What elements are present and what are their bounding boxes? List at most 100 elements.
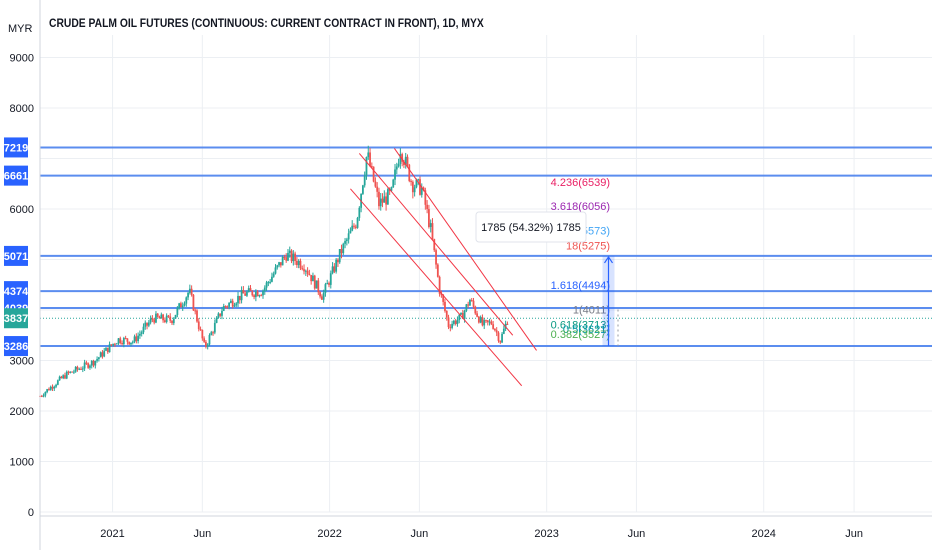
y-tick-label: 0 bbox=[28, 507, 34, 519]
candle-body bbox=[237, 295, 239, 304]
candle-body bbox=[203, 338, 206, 342]
candle-body bbox=[376, 186, 379, 192]
candle-body bbox=[44, 392, 47, 396]
candle-body bbox=[435, 250, 437, 265]
candle-body bbox=[306, 270, 309, 274]
candle-body bbox=[428, 209, 430, 227]
level-badge-bg bbox=[4, 165, 28, 186]
candle-body bbox=[313, 275, 316, 289]
candle-body bbox=[131, 341, 134, 343]
candle-body bbox=[142, 326, 145, 333]
candle-body bbox=[65, 371, 68, 379]
x-tick-label: 2023 bbox=[534, 528, 558, 540]
candle-body bbox=[406, 156, 409, 165]
candle-body bbox=[467, 304, 470, 306]
candle-body bbox=[146, 322, 148, 326]
y-tick-label: 9000 bbox=[10, 53, 34, 65]
candle-body bbox=[192, 294, 195, 311]
candle-body bbox=[469, 300, 471, 306]
candle-body bbox=[403, 161, 405, 166]
fib-level-label: 4.236(6539) bbox=[551, 177, 610, 189]
candle-body bbox=[447, 317, 450, 328]
horizontal-levels[interactable] bbox=[40, 146, 932, 348]
candle-body bbox=[408, 164, 411, 182]
last-price-badge: 3837 bbox=[4, 313, 28, 325]
candle-body bbox=[356, 217, 359, 228]
fib-level-label: 18(5275) bbox=[566, 241, 610, 253]
candle-body bbox=[312, 275, 314, 282]
candle-body bbox=[474, 306, 477, 314]
candle-body bbox=[288, 250, 291, 253]
candle-body bbox=[456, 320, 459, 324]
candle-body bbox=[337, 259, 339, 263]
candle-body bbox=[247, 288, 250, 292]
candle-body bbox=[278, 262, 280, 266]
candle-body bbox=[58, 376, 61, 381]
candle-body bbox=[390, 187, 393, 191]
y-tick-label: 3000 bbox=[10, 356, 34, 368]
candle-body bbox=[221, 310, 223, 316]
candle-body bbox=[215, 317, 218, 323]
candle-body bbox=[369, 152, 371, 167]
price-range-measure[interactable]: 1785 (54.32%) 1785 bbox=[475, 211, 615, 347]
candle-body bbox=[194, 310, 197, 312]
candle-body bbox=[212, 332, 214, 334]
candle-body bbox=[454, 320, 457, 324]
y-tick-label: 8000 bbox=[10, 103, 34, 115]
candle-body bbox=[256, 291, 259, 297]
candle-body bbox=[205, 341, 207, 347]
candle-body bbox=[328, 283, 330, 285]
candle-body bbox=[379, 198, 382, 207]
candle-body bbox=[90, 360, 93, 366]
candle-body bbox=[481, 317, 484, 326]
candle-body bbox=[269, 281, 272, 283]
candle-body bbox=[162, 314, 164, 321]
level-badge-bg bbox=[4, 137, 28, 158]
candle-body bbox=[395, 166, 398, 170]
candle-body bbox=[112, 343, 115, 346]
candle-body bbox=[411, 181, 414, 193]
descending-channel[interactable] bbox=[350, 148, 537, 387]
candle-body bbox=[495, 330, 498, 333]
candle-body bbox=[64, 375, 66, 379]
candle-body bbox=[329, 273, 332, 285]
candle-body bbox=[199, 329, 202, 331]
candle-body bbox=[370, 166, 373, 168]
candle-body bbox=[397, 163, 400, 167]
candle-body bbox=[449, 327, 452, 329]
measure-arrow-head bbox=[604, 255, 614, 264]
candle-body bbox=[276, 265, 279, 268]
candle-body bbox=[319, 292, 321, 297]
candle-body bbox=[71, 371, 74, 373]
candle-body bbox=[401, 154, 404, 162]
candle-body bbox=[429, 223, 432, 227]
grid bbox=[40, 35, 932, 513]
candle-body bbox=[465, 304, 468, 311]
candle-body bbox=[206, 344, 209, 347]
x-tick-label: Jun bbox=[193, 528, 211, 540]
candle-body bbox=[392, 179, 395, 188]
candle-body bbox=[229, 300, 232, 303]
candle-body bbox=[130, 342, 132, 345]
channel-line[interactable] bbox=[394, 148, 537, 351]
candle-body bbox=[326, 283, 329, 285]
candle-body bbox=[46, 389, 49, 393]
fib-level-label: 1.618(4494) bbox=[551, 280, 610, 292]
candle-body bbox=[485, 320, 487, 322]
candle-body bbox=[160, 314, 163, 319]
candle-body bbox=[420, 187, 423, 195]
channel-line[interactable] bbox=[350, 188, 523, 387]
candle-body bbox=[167, 315, 170, 317]
channel-line[interactable] bbox=[358, 153, 514, 336]
candle-body bbox=[137, 335, 140, 342]
x-tick-label: 2024 bbox=[751, 528, 775, 540]
candle-body bbox=[60, 376, 63, 379]
candle-body bbox=[228, 302, 231, 307]
candle-body bbox=[185, 297, 188, 304]
candle-body bbox=[322, 292, 325, 300]
candle-body bbox=[340, 249, 343, 254]
x-tick-label: Jun bbox=[628, 528, 646, 540]
candle-body bbox=[171, 320, 173, 324]
candle-body bbox=[506, 323, 509, 325]
